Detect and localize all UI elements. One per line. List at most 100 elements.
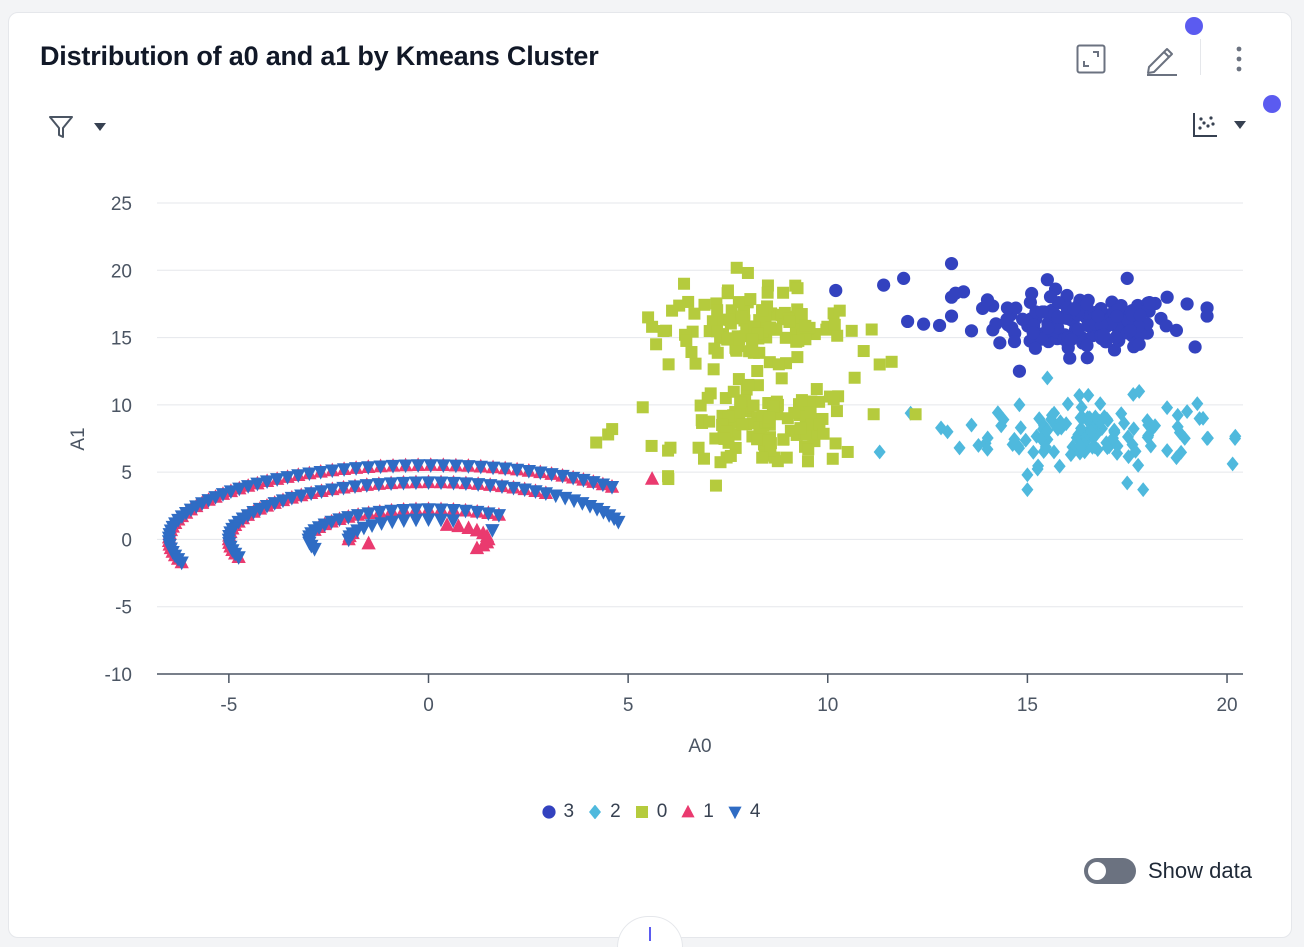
data-point-cluster-3: [901, 314, 915, 329]
pencil-icon: [1147, 48, 1177, 76]
legend-item-cluster-3[interactable]: 3: [541, 801, 574, 823]
data-point-cluster-2: [1121, 475, 1134, 491]
data-point-cluster-0: [772, 358, 785, 371]
data-point-cluster-0: [692, 441, 705, 454]
data-point-cluster-2: [1127, 421, 1140, 437]
data-point-cluster-0: [779, 331, 792, 344]
toggle-knob: [1088, 862, 1106, 880]
chart-title: Distribution of a0 and a1 by Kmeans Clus…: [40, 41, 599, 71]
scatter-chart-icon: [1193, 113, 1217, 137]
series-0: [590, 261, 922, 492]
data-point-cluster-2: [1084, 424, 1097, 439]
data-point-cluster-2: [1181, 404, 1194, 420]
data-point-cluster-4: [385, 459, 401, 474]
edit-button[interactable]: [1141, 39, 1181, 79]
data-point-cluster-4: [470, 478, 486, 492]
data-point-cluster-4: [582, 499, 598, 514]
legend-marker-shape: [589, 805, 602, 819]
data-point-cluster-0: [606, 423, 619, 436]
data-point-cluster-0: [734, 396, 747, 409]
data-point-cluster-4: [470, 505, 485, 520]
chart-type-button[interactable]: [1191, 107, 1253, 143]
data-point-cluster-0: [830, 405, 843, 418]
data-point-cluster-0: [662, 470, 675, 483]
data-point-cluster-4: [314, 485, 329, 499]
data-point-cluster-0: [694, 399, 707, 412]
data-point-cluster-0: [777, 286, 790, 299]
data-point-cluster-4: [291, 469, 306, 483]
data-point-cluster-4: [604, 481, 620, 495]
data-point-cluster-4: [341, 533, 356, 548]
data-point-cluster-4: [313, 465, 328, 480]
data-point-cluster-4: [473, 460, 488, 475]
filter-button[interactable]: [47, 109, 119, 145]
data-point-cluster-2: [1041, 370, 1054, 386]
legend-marker-shape: [635, 806, 648, 818]
data-point-cluster-4: [421, 503, 436, 517]
data-point-cluster-0: [742, 378, 755, 391]
data-point-cluster-2: [1013, 397, 1026, 413]
toggle-switch[interactable]: [1084, 858, 1136, 884]
data-point-cluster-0: [724, 449, 737, 462]
data-point-cluster-2: [1073, 387, 1086, 403]
data-point-cluster-0: [711, 304, 724, 317]
data-point-cluster-4: [436, 459, 451, 473]
data-point-cluster-2: [1171, 407, 1184, 423]
data-point-cluster-4: [461, 460, 476, 474]
data-point-cluster-0: [762, 434, 775, 447]
data-point-cluster-4: [408, 503, 424, 518]
data-point-cluster-0: [826, 452, 839, 465]
show-data-toggle[interactable]: Show data: [1084, 858, 1252, 884]
data-point-cluster-0: [791, 351, 804, 364]
more-options-button[interactable]: [1225, 41, 1253, 77]
expand-button[interactable]: [1073, 41, 1109, 77]
data-point-cluster-0: [721, 333, 734, 346]
data-point-cluster-4: [371, 478, 387, 492]
data-point-cluster-0: [730, 344, 743, 357]
data-point-cluster-3: [1007, 334, 1022, 349]
edit-notification-dot: [1185, 17, 1203, 35]
data-point-cluster-0: [848, 371, 861, 384]
data-point-cluster-0: [666, 304, 679, 317]
data-point-cluster-0: [657, 324, 670, 337]
data-point-cluster-0: [736, 418, 749, 431]
data-point-cluster-4: [586, 476, 601, 490]
data-point-cluster-3: [1012, 364, 1027, 378]
legend-label: 1: [703, 801, 714, 822]
data-point-cluster-4: [410, 459, 426, 473]
data-point-cluster-3: [1028, 341, 1042, 355]
data-point-cluster-2: [1082, 387, 1095, 403]
x-tick-label: 5: [623, 695, 634, 716]
y-tick-label: 20: [111, 261, 132, 282]
data-point-cluster-0: [761, 286, 774, 299]
legend-item-cluster-4[interactable]: 4: [728, 801, 760, 823]
data-point-cluster-4: [446, 476, 461, 491]
data-point-cluster-3: [897, 271, 911, 285]
legend-marker-diamond-icon: [589, 805, 602, 819]
data-point-cluster-4: [336, 463, 352, 477]
data-point-cluster-0: [685, 346, 698, 359]
data-point-cluster-2: [1075, 399, 1088, 415]
chart-legend: 3 2 0 1 4: [9, 801, 1293, 823]
data-point-cluster-0: [688, 307, 701, 320]
data-point-cluster-0: [662, 358, 675, 371]
data-point-cluster-3: [964, 324, 979, 338]
legend-item-cluster-2[interactable]: 2: [588, 801, 621, 823]
data-point-cluster-4: [280, 471, 295, 485]
data-point-cluster-2: [1086, 439, 1099, 455]
data-point-cluster-0: [706, 315, 719, 328]
data-point-cluster-4: [521, 465, 536, 479]
data-point-cluster-2: [1115, 406, 1128, 422]
legend-item-cluster-1[interactable]: 1: [681, 801, 714, 823]
data-point-cluster-2: [1089, 409, 1102, 425]
data-point-cluster-0: [646, 320, 659, 333]
legend-item-cluster-0[interactable]: 0: [635, 801, 667, 823]
data-point-cluster-4: [396, 514, 411, 529]
y-tick-label: 15: [111, 329, 132, 350]
data-point-cluster-0: [804, 406, 817, 419]
y-tick-label: 10: [111, 396, 132, 417]
data-point-cluster-3: [1043, 290, 1058, 304]
data-point-cluster-2: [1048, 405, 1061, 421]
data-point-cluster-0: [735, 310, 748, 323]
data-point-cluster-3: [980, 293, 995, 307]
